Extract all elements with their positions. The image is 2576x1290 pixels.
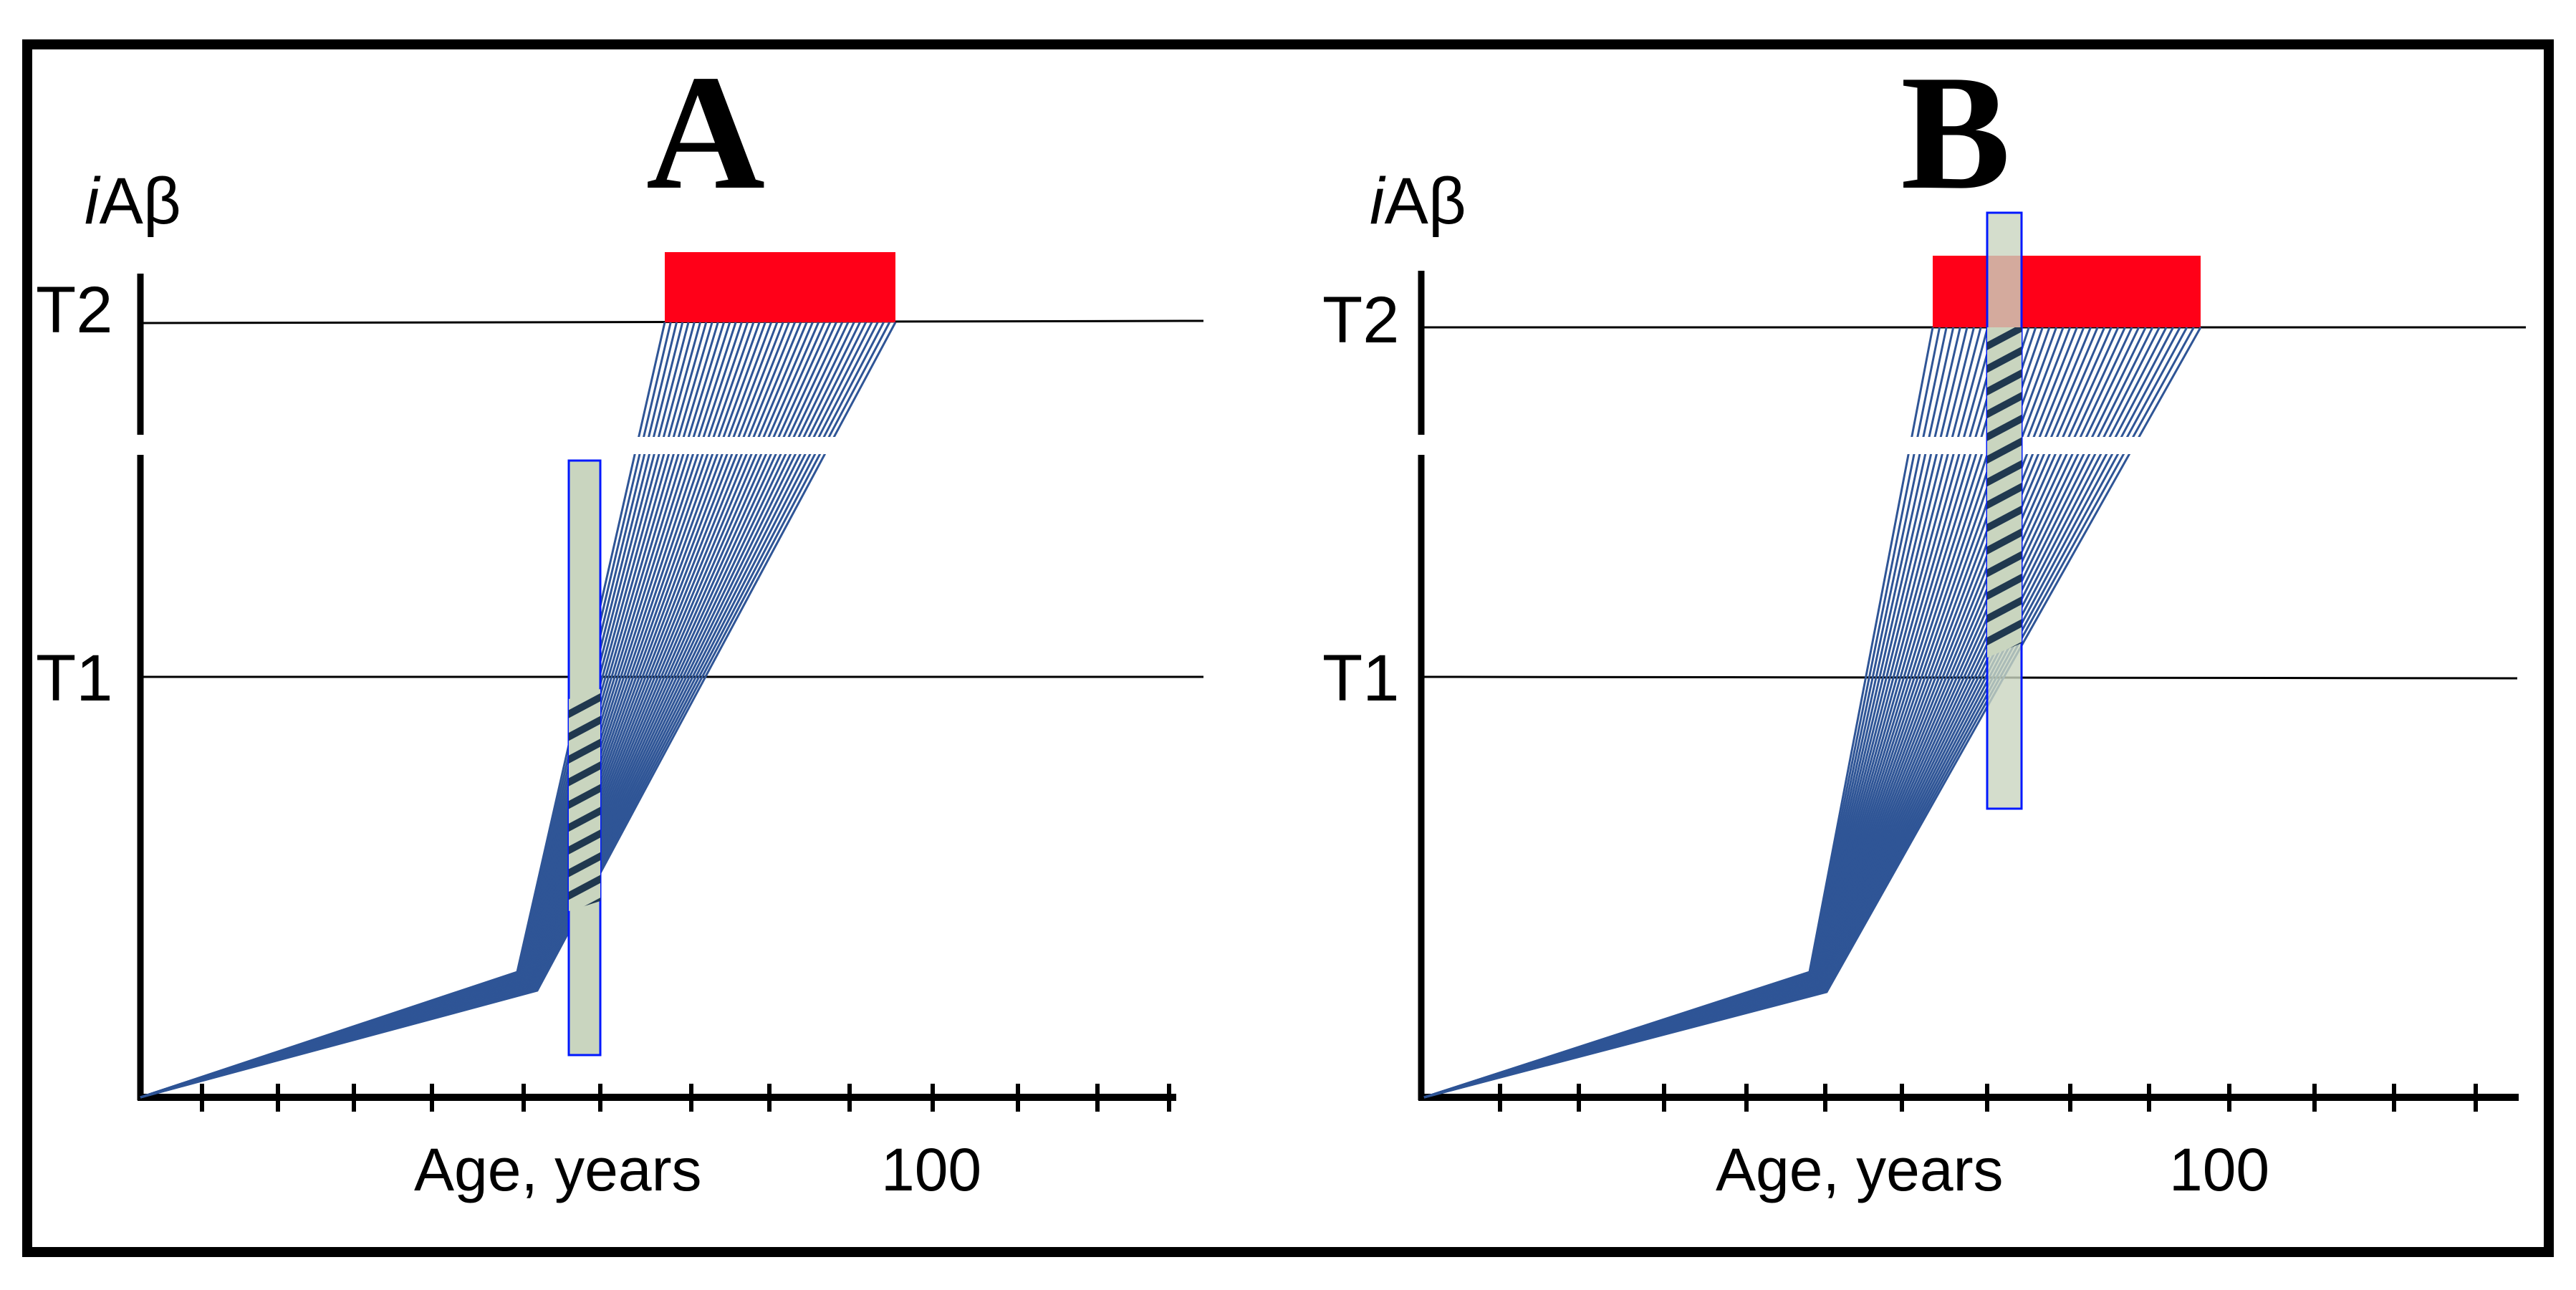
threshold-label-t2-a: T2 <box>36 274 112 347</box>
panel-b: B iAβ T2 T1 Age, years 100 <box>1322 41 2526 1203</box>
x-axis-ticks-b <box>1498 1084 2478 1112</box>
x-axis-label-b: Age, years <box>1716 1136 2004 1203</box>
panel-b-trajectory-line <box>1423 327 2202 1099</box>
threshold-band-a <box>665 252 895 322</box>
y-axis-label-prefix-b: i <box>1370 165 1386 238</box>
x-axis-ticks-a <box>200 1084 1171 1112</box>
trajectory-bundle-b <box>1423 327 2202 1099</box>
axis-break-gap-a <box>86 437 910 454</box>
panel-letter-b: B <box>1900 41 2010 223</box>
y-axis-label-main-b: Aβ <box>1384 165 1466 238</box>
y-axis-label-b: iAβ <box>1370 165 1466 238</box>
x-tick-label-100-b: 100 <box>2169 1136 2269 1203</box>
panel-letter-a: A <box>646 41 765 223</box>
y-axis-label-main-a: Aβ <box>99 165 181 238</box>
threshold-label-t1-a: T1 <box>36 642 112 715</box>
x-tick-label-100-a: 100 <box>881 1136 981 1203</box>
threshold-band-b <box>1933 256 2201 327</box>
intervention-overlap-hatch-a <box>569 689 600 911</box>
y-axis-label-prefix-a: i <box>85 165 101 238</box>
panel-a-trajectory-line <box>140 322 897 1099</box>
intervention-overlap-hatch-b <box>1987 327 2022 658</box>
trajectory-bundle-a <box>140 322 897 1099</box>
figure-frame <box>22 39 2554 1257</box>
threshold-label-t2-b: T2 <box>1322 284 1399 357</box>
x-axis-label-a: Age, years <box>414 1136 702 1203</box>
axis-break-gap-b <box>1368 437 2228 454</box>
panel-a: A iAβ T2 T1 Age, years 100 <box>36 41 1204 1203</box>
y-axis-label-a: iAβ <box>85 165 181 238</box>
threshold-label-t1-b: T1 <box>1322 642 1399 715</box>
